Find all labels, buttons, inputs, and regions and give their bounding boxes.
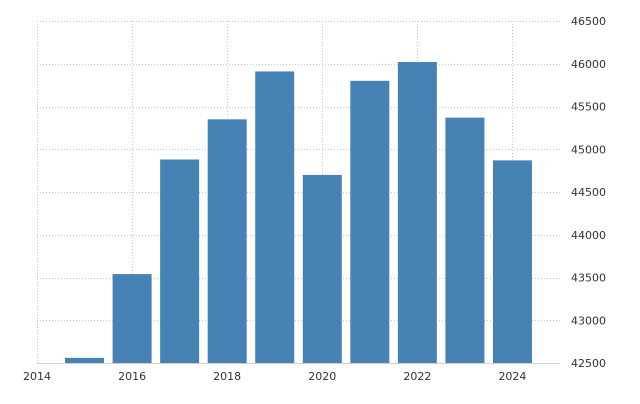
bar-2015 (65, 357, 105, 363)
y-tick-label: 42500 (571, 357, 606, 370)
y-tick-label: 45500 (571, 101, 606, 114)
y-tick-label: 44500 (571, 186, 606, 199)
y-tick-label: 43000 (571, 314, 606, 327)
x-tick-label: 2020 (308, 370, 336, 383)
bar-2024 (492, 160, 532, 363)
x-tick-label: 2022 (403, 370, 431, 383)
x-axis: 2014 2016 2018 2020 2022 2024 (23, 363, 560, 383)
y-tick-label: 45000 (571, 143, 606, 156)
bar-2017 (160, 159, 200, 363)
x-tick-label: 2024 (498, 370, 526, 383)
bar-2021 (350, 80, 390, 363)
x-tick-label: 2014 (23, 370, 51, 383)
y-axis: 42500 43000 43500 44000 44500 45000 45500 46000… (571, 15, 606, 370)
x-tick-label: 2018 (213, 370, 241, 383)
bar-2016 (112, 274, 152, 363)
y-tick-label: 46000 (571, 58, 606, 71)
bar-2020 (302, 174, 342, 363)
y-tick-label: 46500 (571, 15, 606, 28)
bar-2023 (445, 117, 485, 363)
y-tick-label: 43500 (571, 272, 606, 285)
y-tick-label: 44000 (571, 229, 606, 242)
x-tick-label: 2016 (118, 370, 146, 383)
bar-2019 (255, 71, 295, 363)
bar-2018 (207, 119, 247, 363)
bars (65, 62, 532, 363)
bar-2022 (397, 62, 437, 363)
